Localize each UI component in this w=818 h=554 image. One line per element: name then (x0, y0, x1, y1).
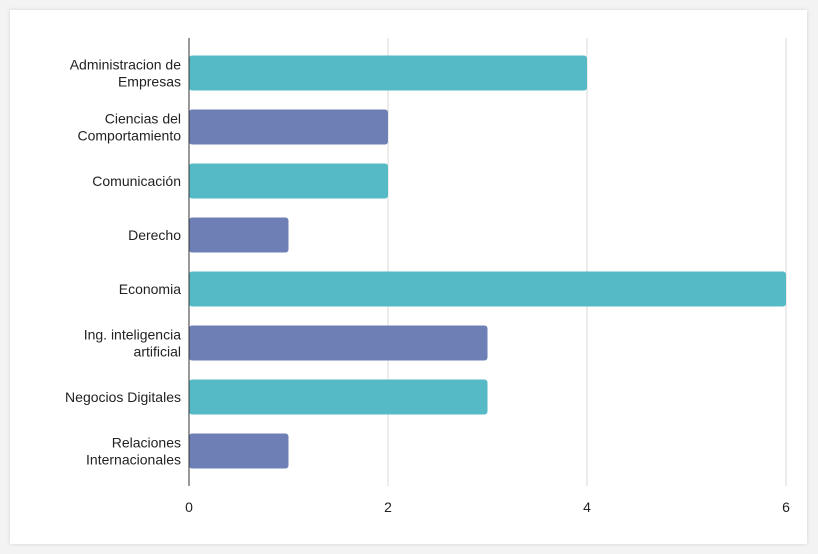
category-label-line: Internacionales (86, 452, 181, 468)
bars (189, 55, 786, 469)
category-label-line: Empresas (118, 74, 181, 90)
bar (189, 163, 388, 199)
category-label: Derecho (128, 227, 181, 243)
grid-lines (387, 38, 787, 486)
bar (189, 325, 488, 361)
category-label-line: Comunicación (92, 173, 181, 189)
category-label: Ciencias del Comportamiento (78, 111, 182, 144)
bar (189, 379, 488, 415)
x-tick-label: 0 (185, 499, 193, 515)
category-label-line: Relaciones (112, 435, 181, 451)
bar (189, 217, 289, 253)
bar (189, 55, 587, 91)
category-label-line: Derecho (128, 227, 181, 243)
category-label: Relaciones Internacionales (86, 435, 181, 468)
bar (189, 109, 388, 145)
x-tick-label: 4 (583, 499, 591, 515)
category-label-line: Negocios Digitales (65, 389, 181, 405)
category-label: Ing. inteligencia artificial (84, 327, 182, 360)
category-label: Negocios Digitales (65, 389, 181, 405)
category-label-line: Economia (119, 281, 181, 297)
category-label-line: Ciencias del (105, 111, 181, 127)
bar (189, 271, 786, 307)
x-tick-label: 6 (782, 499, 790, 515)
category-label-line: artificial (134, 344, 181, 360)
category-label-line: Comportamiento (78, 128, 182, 144)
x-tick-label: 2 (384, 499, 392, 515)
x-tick-labels: 0 2 4 6 (185, 499, 790, 515)
category-label: Comunicación (92, 173, 181, 189)
bar (189, 433, 289, 469)
category-label: Administracion de Empresas (70, 57, 181, 90)
category-label: Economia (119, 281, 181, 297)
category-label-line: Ing. inteligencia (84, 327, 182, 343)
category-label-line: Administracion de (70, 57, 181, 73)
